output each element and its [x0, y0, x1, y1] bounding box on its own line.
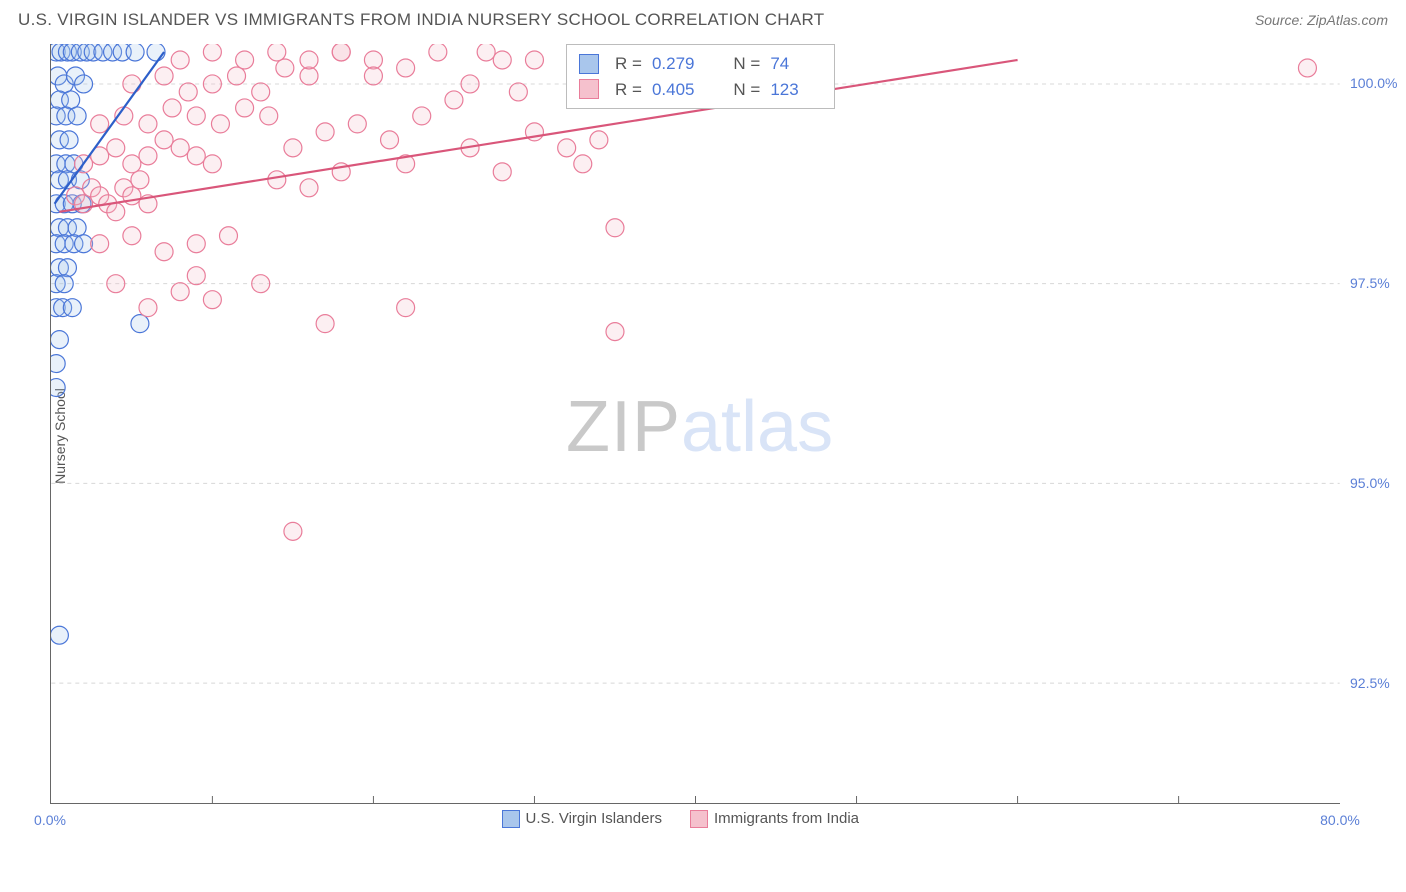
- y-tick-label: 97.5%: [1350, 275, 1390, 291]
- chart-title: U.S. VIRGIN ISLANDER VS IMMIGRANTS FROM …: [18, 10, 824, 30]
- y-tick-label: 92.5%: [1350, 675, 1390, 691]
- chart-container: Nursery School 92.5%95.0%97.5%100.0% 0.0…: [18, 36, 1388, 836]
- legend-item: Immigrants from India: [690, 810, 859, 828]
- y-tick-label: 95.0%: [1350, 475, 1390, 491]
- legend-swatch: [502, 810, 520, 828]
- y-tick-label: 100.0%: [1350, 75, 1397, 91]
- legend-swatch: [690, 810, 708, 828]
- legend-item: U.S. Virgin Islanders: [502, 810, 662, 828]
- stats-row: R = 0.405 N = 123: [579, 77, 822, 103]
- x-tick-label: 80.0%: [1320, 812, 1360, 828]
- legend-label: U.S. Virgin Islanders: [526, 810, 662, 827]
- stats-legend-box: R = 0.279 N = 74R = 0.405 N = 123: [566, 44, 835, 109]
- stats-row: R = 0.279 N = 74: [579, 51, 822, 77]
- source-attribution: Source: ZipAtlas.com: [1255, 12, 1388, 28]
- legend-swatch: [579, 79, 599, 99]
- legend-label: Immigrants from India: [714, 810, 859, 827]
- legend-swatch: [579, 54, 599, 74]
- scatter-plot: [50, 44, 1340, 804]
- bottom-legend: U.S. Virgin Islanders Immigrants from Ind…: [502, 810, 860, 828]
- x-tick-label: 0.0%: [34, 812, 66, 828]
